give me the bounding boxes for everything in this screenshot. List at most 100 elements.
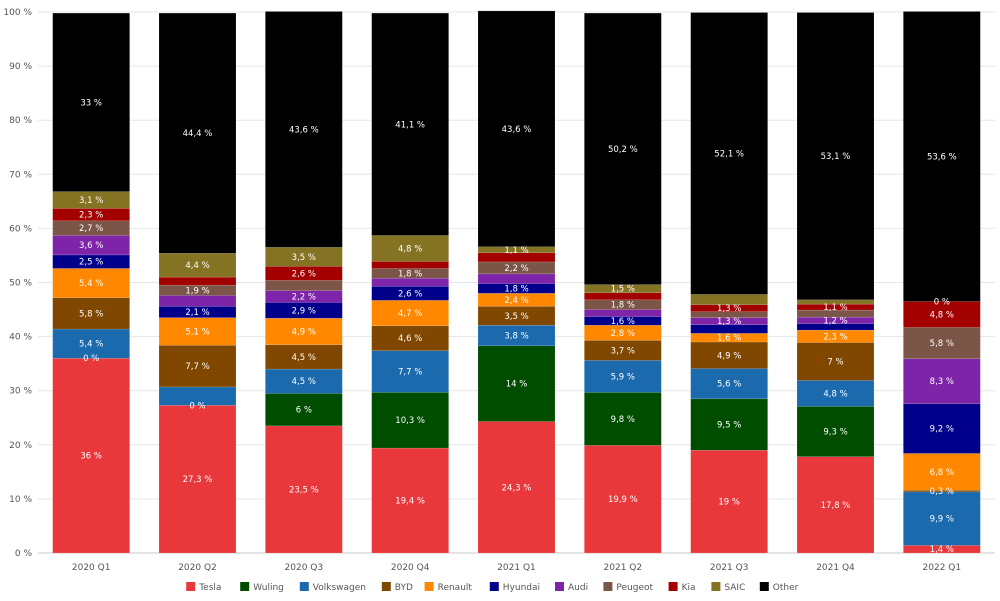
legend-item-hyundai[interactable]: Hyundai [489, 582, 540, 593]
legend[interactable]: Tesla Wuling Volkswagen BYD Renault Hyundai Au… [186, 582, 799, 593]
legend-item-volkswagen[interactable]: Volkswagen [299, 582, 366, 593]
data-label: 9,3 % [823, 428, 847, 438]
bar-segment-other[interactable] [903, 11, 981, 302]
bar-stack [52, 12, 130, 554]
bar-segment-volkswagen[interactable] [477, 324, 556, 347]
bar-segment-saic[interactable] [690, 294, 768, 305]
bar-segment-audi[interactable] [477, 273, 556, 284]
bar-segment-other[interactable] [796, 12, 875, 301]
data-label: 3,1 % [79, 196, 103, 206]
bar-segment-other[interactable] [265, 11, 343, 248]
bar-segment-volkswagen[interactable] [52, 328, 130, 359]
bar-segment-hyundai[interactable] [584, 316, 662, 326]
data-label: 5,9 % [611, 372, 635, 382]
bar-segment-renault[interactable] [52, 268, 130, 298]
bar-segment-tesla[interactable] [796, 456, 875, 554]
bar-segment-other[interactable] [477, 10, 556, 248]
bar-segment-kia[interactable] [903, 301, 981, 328]
bar-segment-volkswagen[interactable] [903, 491, 981, 546]
bar-segment-other[interactable] [158, 12, 237, 254]
bar-segment-kia[interactable] [158, 276, 237, 286]
bar-segment-renault[interactable] [265, 317, 343, 345]
bar-segment-other[interactable] [584, 12, 662, 285]
legend-item-other[interactable]: Other [759, 582, 799, 593]
data-label: 24,3 % [502, 483, 532, 493]
bar-segment-tesla[interactable] [371, 447, 449, 554]
bar-segment-byd[interactable] [265, 344, 343, 370]
bar-segment-wuling[interactable] [265, 393, 343, 427]
bar-segment-peugeot[interactable] [584, 299, 662, 310]
bar-segment-tesla[interactable] [477, 421, 556, 554]
bar-segment-tesla[interactable] [265, 425, 343, 554]
data-label: 9,2 % [930, 425, 954, 435]
bar-segment-saic[interactable] [371, 235, 449, 262]
bar-segment-wuling[interactable] [477, 345, 556, 422]
data-label: 2,9 % [292, 306, 316, 316]
data-labels: 36 % 0 % 5,4 % 5,8 % 5,4 % 2,5 % 3,6 % 2,7 % 2,3… [79, 98, 957, 555]
bar-segment-renault[interactable] [371, 300, 449, 327]
bar-segment-byd[interactable] [158, 345, 237, 388]
legend-item-renault[interactable]: Renault [424, 582, 473, 593]
data-label: 1,1 % [504, 246, 528, 256]
x-tick-label: 2020 Q2 [178, 563, 217, 573]
bar-segment-tesla[interactable] [52, 357, 130, 554]
bar-segment-peugeot[interactable] [52, 220, 130, 236]
bar-segment-other[interactable] [371, 12, 449, 236]
y-tick-label: 90 % [9, 62, 32, 72]
bar-segment-tesla[interactable] [690, 449, 768, 554]
legend-swatch [489, 582, 499, 591]
bar-segment-byd[interactable] [690, 341, 768, 369]
bar-segment-tesla[interactable] [584, 445, 662, 554]
bar-segment-tesla[interactable] [158, 405, 237, 554]
bar-segment-peugeot[interactable] [265, 280, 343, 291]
bar-segment-renault[interactable] [158, 317, 237, 346]
bar-segment-peugeot[interactable] [903, 327, 981, 360]
bar-segment-byd[interactable] [371, 325, 449, 351]
bar-segment-volkswagen[interactable] [584, 360, 662, 393]
bar-segment-other[interactable] [690, 12, 768, 295]
data-label: 2,2 % [292, 293, 316, 303]
bar-segment-other[interactable] [52, 12, 130, 192]
data-label: 0 % [189, 401, 205, 411]
legend-item-audi[interactable]: Audi [555, 582, 588, 593]
data-label: 43,6 % [289, 125, 319, 135]
y-tick-label: 20 % [9, 441, 32, 451]
data-label: 1,8 % [504, 284, 528, 294]
data-label: 3,7 % [611, 346, 635, 356]
bar-segment-audi[interactable] [158, 295, 237, 307]
bar-segment-hyundai[interactable] [903, 403, 981, 454]
bar-segment-volkswagen[interactable] [265, 368, 343, 394]
bar-segment-volkswagen[interactable] [796, 380, 875, 407]
legend-item-saic[interactable]: SAIC [711, 582, 745, 593]
y-tick-label: 50 % [9, 279, 32, 289]
bar-segment-audi[interactable] [371, 277, 449, 287]
bar-segment-kia[interactable] [371, 261, 449, 269]
legend-swatch [424, 582, 434, 591]
legend-label: SAIC [724, 583, 745, 593]
data-label: 19,4 % [395, 497, 425, 507]
data-label: 1,8 % [398, 269, 422, 279]
data-label: 1,3 % [717, 304, 741, 314]
bar-segment-audi[interactable] [690, 317, 768, 325]
data-label: 41,1 % [395, 120, 425, 130]
data-label: 4,7 % [398, 309, 422, 319]
legend-item-wuling[interactable]: Wuling [240, 582, 284, 593]
legend-item-kia[interactable]: Kia [668, 582, 696, 593]
legend-swatch [240, 582, 250, 591]
legend-swatch [711, 582, 721, 591]
bar-segment-volkswagen[interactable] [690, 368, 768, 400]
y-tick-label: 70 % [9, 170, 32, 180]
legend-item-byd[interactable]: BYD [381, 582, 413, 593]
data-label: 7,7 % [398, 367, 422, 377]
data-label: 19 % [718, 498, 740, 508]
bar-segment-wuling[interactable] [690, 398, 768, 451]
bar-segment-audi[interactable] [903, 358, 981, 404]
legend-swatch [555, 582, 564, 591]
bar-segment-byd[interactable] [52, 297, 130, 330]
bar-segment-wuling[interactable] [796, 406, 875, 457]
data-label: 27,3 % [183, 475, 213, 485]
legend-item-peugeot[interactable]: Peugeot [603, 582, 654, 593]
legend-item-tesla[interactable]: Tesla [186, 582, 221, 593]
bar-segment-wuling[interactable] [584, 392, 662, 446]
